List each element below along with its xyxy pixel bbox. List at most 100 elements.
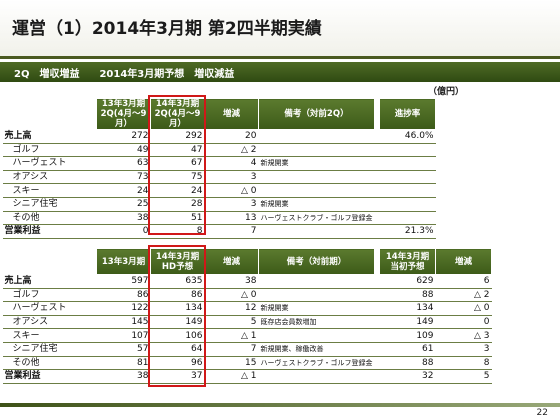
column-gap [374,328,380,343]
row-label: その他 [2,356,97,371]
row-label: オアシス [2,315,97,330]
title-underline [0,56,560,59]
value-initial-forecast: 629 [379,274,436,289]
value-initial-forecast: 149 [379,315,436,330]
value-diff-initial: 6 [435,274,492,289]
row-note [258,129,375,144]
row-label: オアシス [2,170,97,185]
value-current: 292 [150,129,205,144]
value-diff: 13 [204,211,259,226]
value-current: 67 [150,156,205,171]
value-progress: 46.0% [379,129,436,144]
table-row: 営業利益 0 8 7 21.3% [2,224,436,239]
value-diff: 12 [204,301,259,316]
header-14-hd: 14年3月期 HD予想 [150,248,205,275]
value-diff: 38 [204,274,259,289]
value-diff-initial: 5 [435,369,492,384]
page-title: 運営（1）2014年3月期 第2四半期実績 [12,19,322,39]
header-14-2q: 14年3月期 2Q(4月～9月） [150,98,205,130]
value-diff: 4 [204,156,259,171]
row-note [258,170,375,185]
row-label: スキー [2,328,97,343]
value-initial-forecast: 109 [379,328,436,343]
value-current: 24 [150,183,205,198]
page-number: 22 [536,408,548,418]
header-gap [374,98,380,130]
value-diff: △ 2 [204,143,259,158]
value-prev: 107 [96,328,151,343]
column-gap [374,274,380,289]
value-current: 635 [150,274,205,289]
value-current: 37 [150,369,205,384]
row-note [258,328,375,343]
row-note: 新規開業 [258,301,375,316]
header-diff: 増減 [204,98,259,130]
header-diff: 増減 [204,248,259,275]
value-progress [379,183,436,198]
value-progress [379,156,436,171]
value-prev: 73 [96,170,151,185]
header-13-2q: 13年3月期 2Q(4月～9月） [96,98,151,130]
value-progress: 21.3% [379,224,436,239]
row-note: ハーヴェストクラブ・ゴルフ登録金 [258,356,375,371]
value-prev: 597 [96,274,151,289]
row-note: 新規開業、稼働改善 [258,342,375,357]
row-label: 営業利益 [2,224,97,239]
value-diff: 3 [204,197,259,212]
column-gap [374,156,380,171]
header-note: 備考（対前期） [258,248,375,275]
value-diff: 7 [204,342,259,357]
row-note [258,274,375,289]
table-2q-results: 13年3月期 2Q(4月～9月） 14年3月期 2Q(4月～9月） 増減 備考（対前… [2,98,436,239]
row-label: ゴルフ [2,288,97,303]
value-progress [379,211,436,226]
value-initial-forecast: 32 [379,369,436,384]
value-current: 28 [150,197,205,212]
value-progress [379,197,436,212]
table-row: スキー 24 24 △ 0 [2,183,436,198]
table-fy-forecast: 13年3月期 14年3月期 HD予想 増減 備考（対前期） 14年3月期 当初予想 … [2,248,492,384]
header-blank [2,248,97,275]
footer-line [0,403,560,407]
value-prev: 38 [96,211,151,226]
value-diff: △ 0 [204,183,259,198]
value-progress [379,170,436,185]
table-row: ハーヴェスト 63 67 4 新規開業 [2,156,436,171]
column-gap [374,129,380,144]
header-gap [374,248,380,275]
header-initial: 14年3月期 当初予想 [379,248,436,275]
subtitle: 2Q 増収増益 2014年3月期予想 増収減益 [14,69,235,80]
table-row: ゴルフ 86 86 △ 0 88 △ 2 [2,288,492,303]
value-prev: 272 [96,129,151,144]
column-gap [374,170,380,185]
column-gap [374,301,380,316]
table-row: オアシス 145 149 5 既存店会員数増加 149 0 [2,315,492,330]
row-note [258,369,375,384]
row-label: 営業利益 [2,369,97,384]
value-current: 75 [150,170,205,185]
column-gap [374,183,380,198]
header-blank [2,98,97,130]
row-note: 新規開業 [258,197,375,212]
column-gap [374,143,380,158]
header-diff2: 増減 [435,248,492,275]
column-gap [374,315,380,330]
value-initial-forecast: 134 [379,301,436,316]
row-label: 売上高 [2,274,97,289]
header-13-fy: 13年3月期 [96,248,151,275]
value-diff: 20 [204,129,259,144]
row-label: ハーヴェスト [2,301,97,316]
table-row: 売上高 597 635 38 629 6 [2,274,492,289]
value-initial-forecast: 88 [379,356,436,371]
row-note: 新規開業 [258,156,375,171]
title-bar [0,0,560,56]
value-prev: 49 [96,143,151,158]
table-row: ハーヴェスト 122 134 12 新規開業 134 △ 0 [2,301,492,316]
row-note: ハーヴェストクラブ・ゴルフ登録金 [258,211,375,226]
row-label: シニア住宅 [2,342,97,357]
header-note: 備考（対前2Q） [258,98,375,130]
row-label: ハーヴェスト [2,156,97,171]
value-prev: 86 [96,288,151,303]
value-diff: △ 0 [204,288,259,303]
table-row: シニア住宅 57 64 7 新規開業、稼働改善 61 3 [2,342,492,357]
